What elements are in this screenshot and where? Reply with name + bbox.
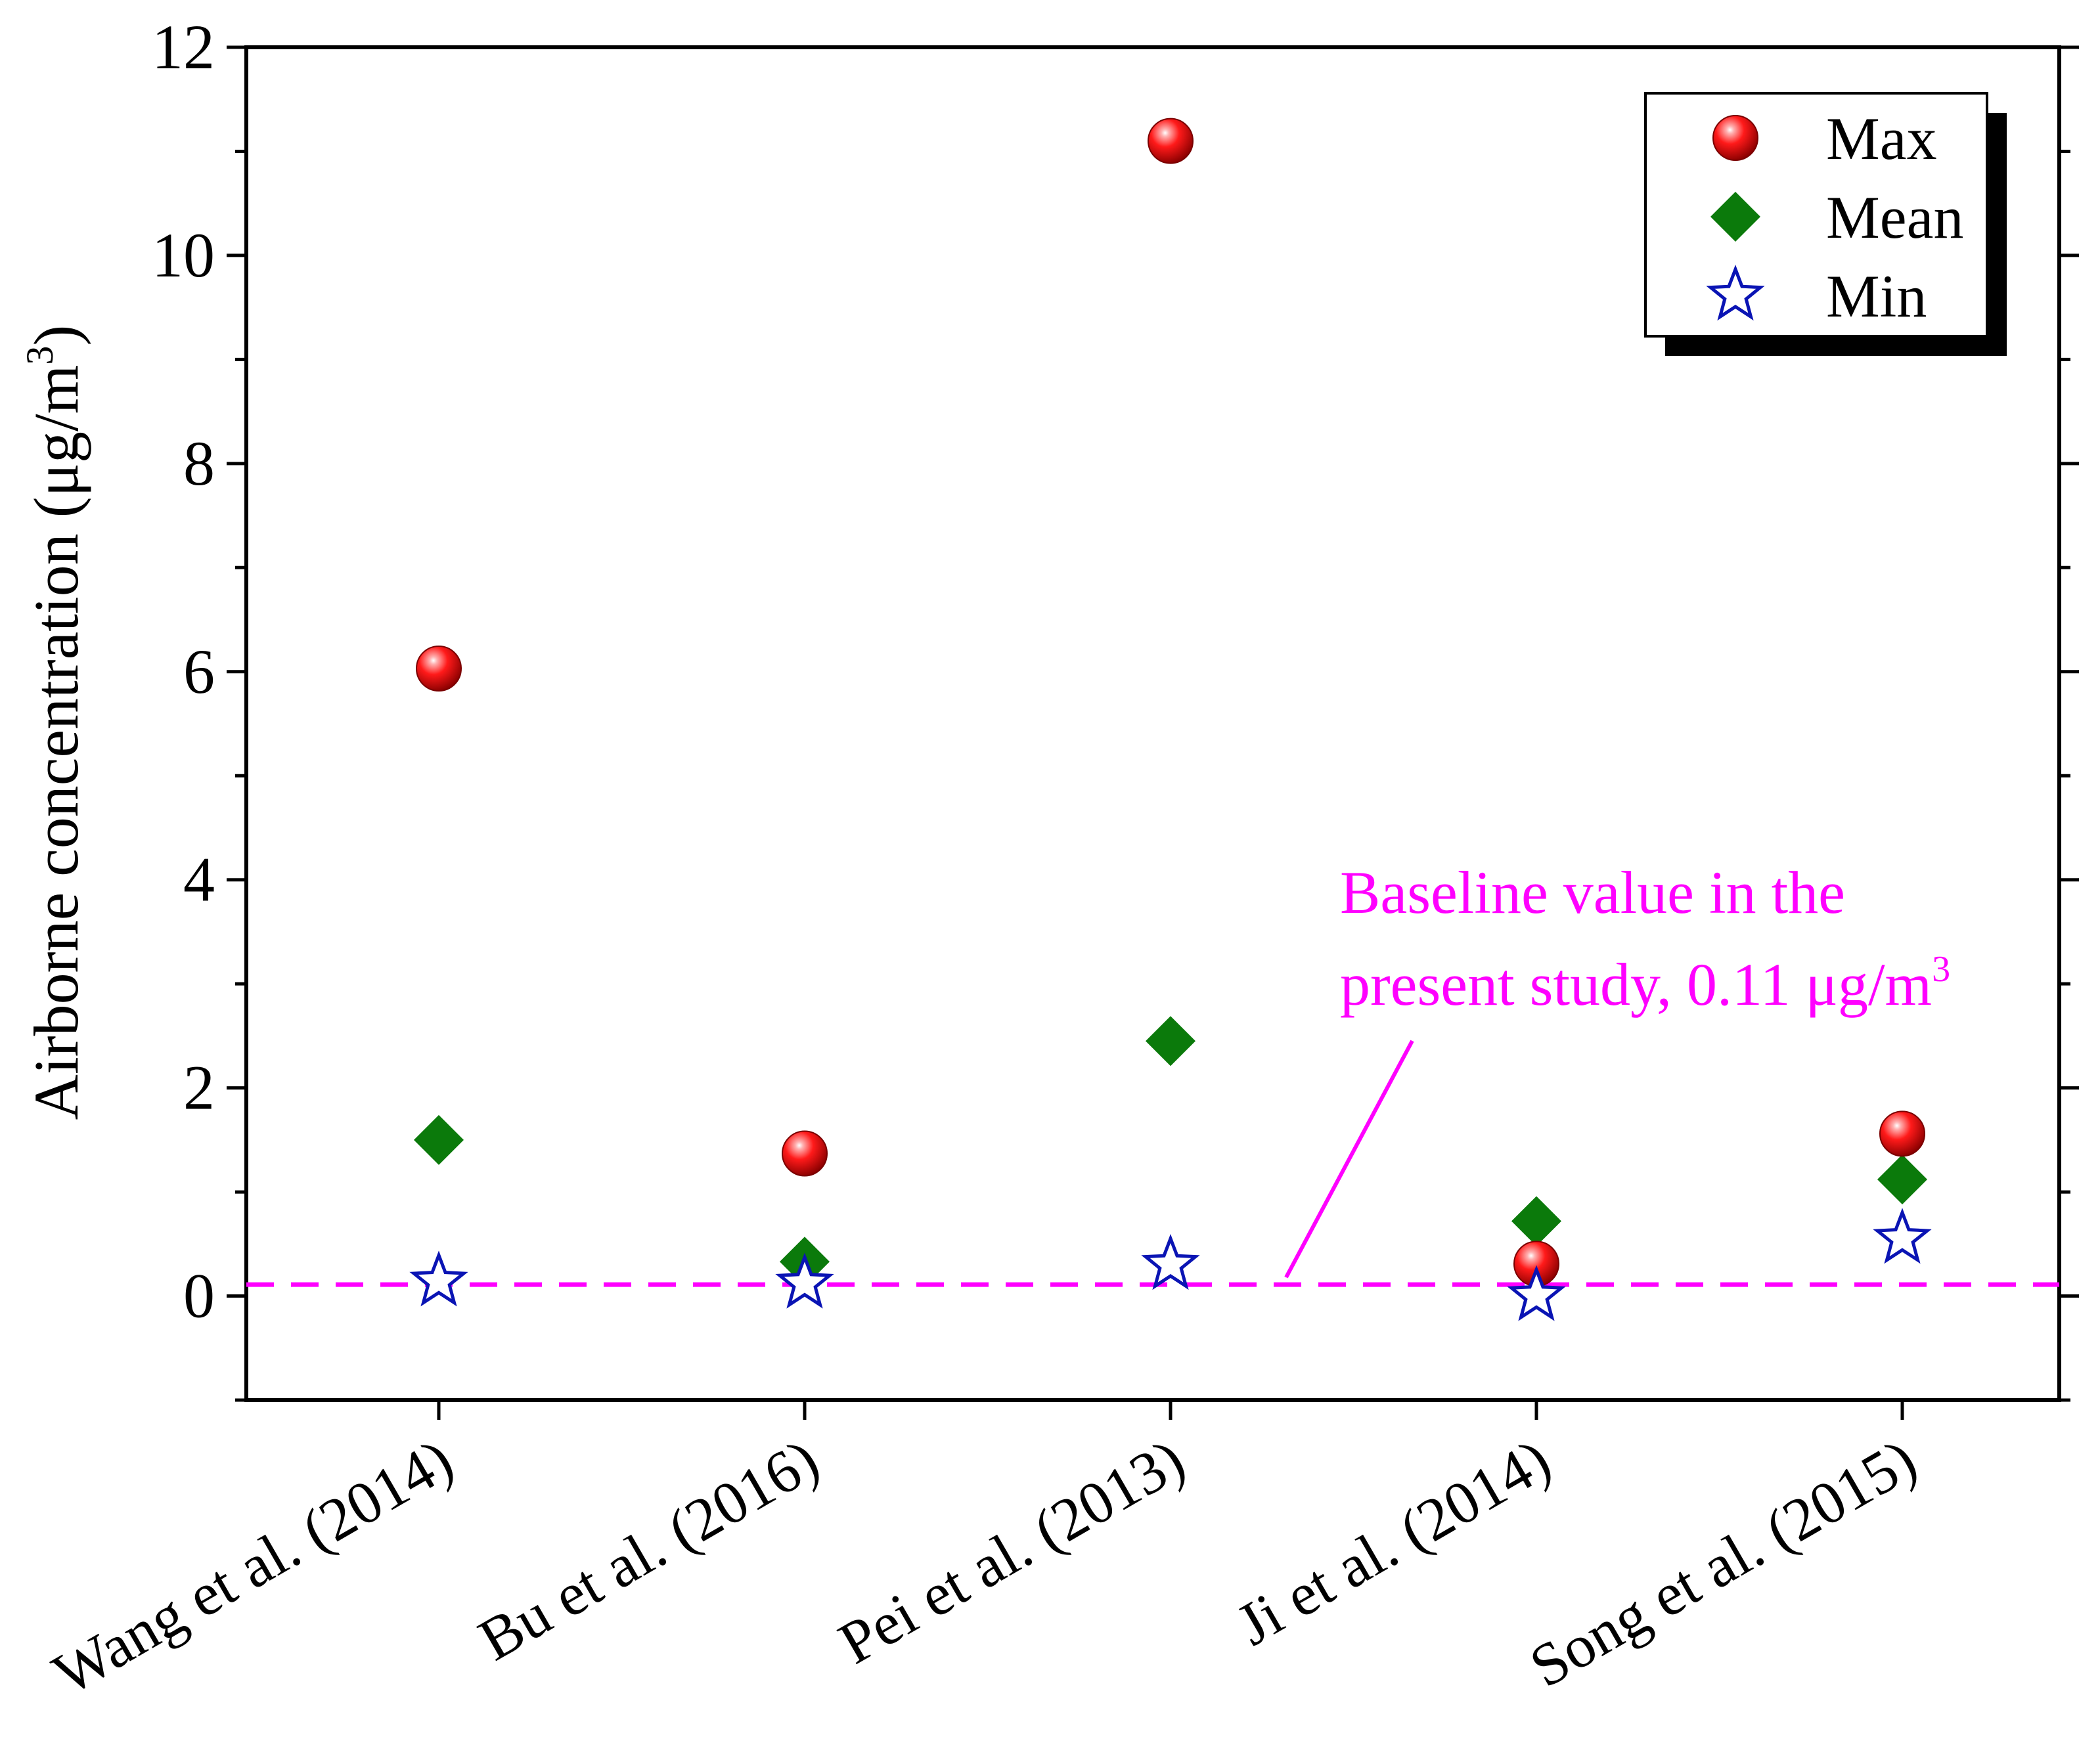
legend-marker-max	[1712, 115, 1758, 161]
y-tick-label: 6	[183, 636, 215, 707]
x-tick-label: Wang et al. (2014)	[42, 1426, 464, 1708]
point-min	[1873, 1208, 1932, 1264]
y-tick-label: 0	[183, 1261, 215, 1331]
y-axis: 0 2 4 6 8 10 12	[152, 12, 2079, 1402]
y-tick-label: 4	[183, 845, 215, 915]
point-min	[409, 1250, 468, 1307]
y-tick-label: 2	[183, 1053, 215, 1123]
x-tick-label: Pei et al. (2013)	[828, 1426, 1195, 1677]
legend-marker-mean	[1710, 192, 1760, 242]
baseline-annotation-line2: present study, 0.11 μg/m3	[1340, 949, 1950, 1018]
x-tick-label: Bu et al. (2016)	[468, 1426, 830, 1673]
plot-frame	[244, 45, 2061, 1402]
x-axis: Wang et al. (2014) Bu et al. (2016)Pei et…	[42, 1400, 1927, 1708]
legend-label-max: Max	[1826, 105, 1937, 172]
legend: Max Mean Min	[1644, 92, 2007, 356]
point-mean	[414, 1114, 464, 1165]
y-tick-label: 12	[152, 12, 215, 82]
legend-marker-min	[1706, 264, 1765, 321]
point-max	[416, 646, 462, 692]
data-points	[409, 118, 1932, 1321]
y-tick-label: 8	[183, 428, 215, 498]
baseline-annotation-arrow	[1284, 1040, 1414, 1279]
point-min	[1141, 1233, 1200, 1290]
x-tick-label: Song et al. (2015)	[1519, 1426, 1927, 1700]
y-axis-label: Airborne concentration (μg/m3)	[18, 325, 91, 1120]
baseline-annotation-line1: Baseline value in the	[1340, 859, 1845, 926]
legend-label-min: Min	[1826, 263, 1927, 330]
point-min	[775, 1252, 834, 1309]
point-min	[1507, 1265, 1566, 1321]
x-tick-label: Ji et al. (2014)	[1226, 1426, 1561, 1658]
point-max	[1148, 118, 1194, 164]
point-mean	[1877, 1154, 1927, 1205]
legend-label-mean: Mean	[1826, 184, 1963, 251]
legend-box	[1644, 92, 1988, 338]
point-mean	[1146, 1016, 1195, 1066]
point-mean	[1511, 1196, 1561, 1246]
point-max	[1879, 1110, 1925, 1157]
y-tick-label: 10	[152, 220, 215, 290]
point-max	[782, 1130, 828, 1177]
